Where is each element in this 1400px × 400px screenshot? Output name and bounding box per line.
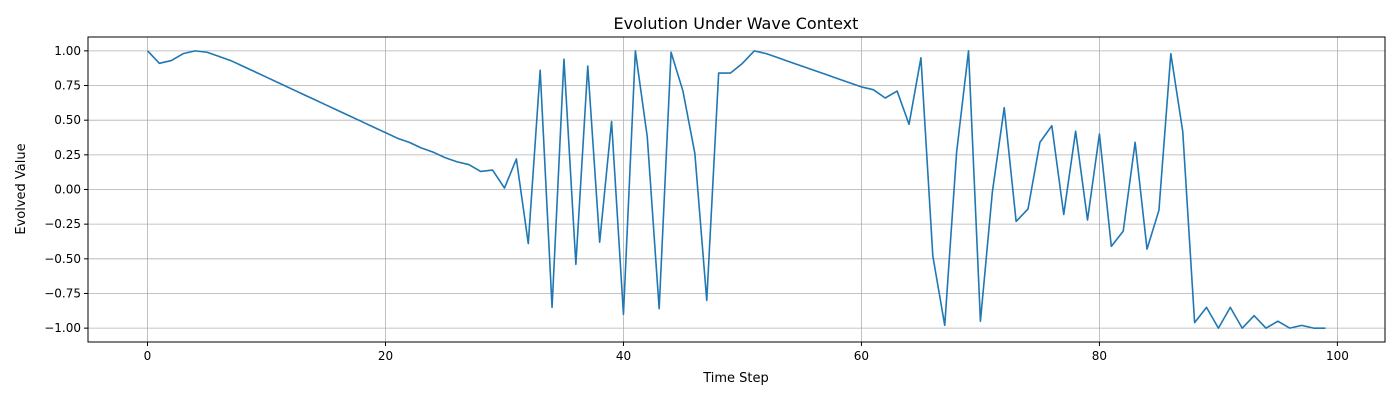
- y-tick-label: 0.25: [54, 148, 81, 162]
- y-tick-label: 0.50: [54, 113, 81, 127]
- x-tick-label: 80: [1092, 349, 1107, 363]
- y-tick-label: −0.50: [44, 252, 81, 266]
- y-tick-label: 1.00: [54, 44, 81, 58]
- x-axis-label: Time Step: [702, 371, 769, 386]
- x-axis: 0 20 40 60 80 100: [144, 342, 1349, 363]
- chart-title: Evolution Under Wave Context: [614, 14, 859, 33]
- y-tick-label: −0.25: [44, 217, 81, 231]
- grid: [88, 37, 1385, 342]
- x-tick-label: 60: [854, 349, 869, 363]
- y-tick-label: 0.00: [54, 183, 81, 197]
- series-line: [146, 50, 1326, 329]
- x-tick-label: 40: [616, 349, 631, 363]
- y-tick-label: −0.75: [44, 286, 81, 300]
- x-tick-label: 20: [378, 349, 393, 363]
- y-axis: 1.00 0.75 0.50 0.25 0.00 −0.25 −0.50 −0.75 −1.00: [44, 44, 88, 335]
- y-tick-label: −1.00: [44, 321, 81, 335]
- y-tick-label: 0.75: [54, 79, 81, 93]
- x-tick-label: 0: [144, 349, 152, 363]
- x-tick-label: 100: [1326, 349, 1349, 363]
- y-axis-label: Evolved Value: [14, 143, 29, 234]
